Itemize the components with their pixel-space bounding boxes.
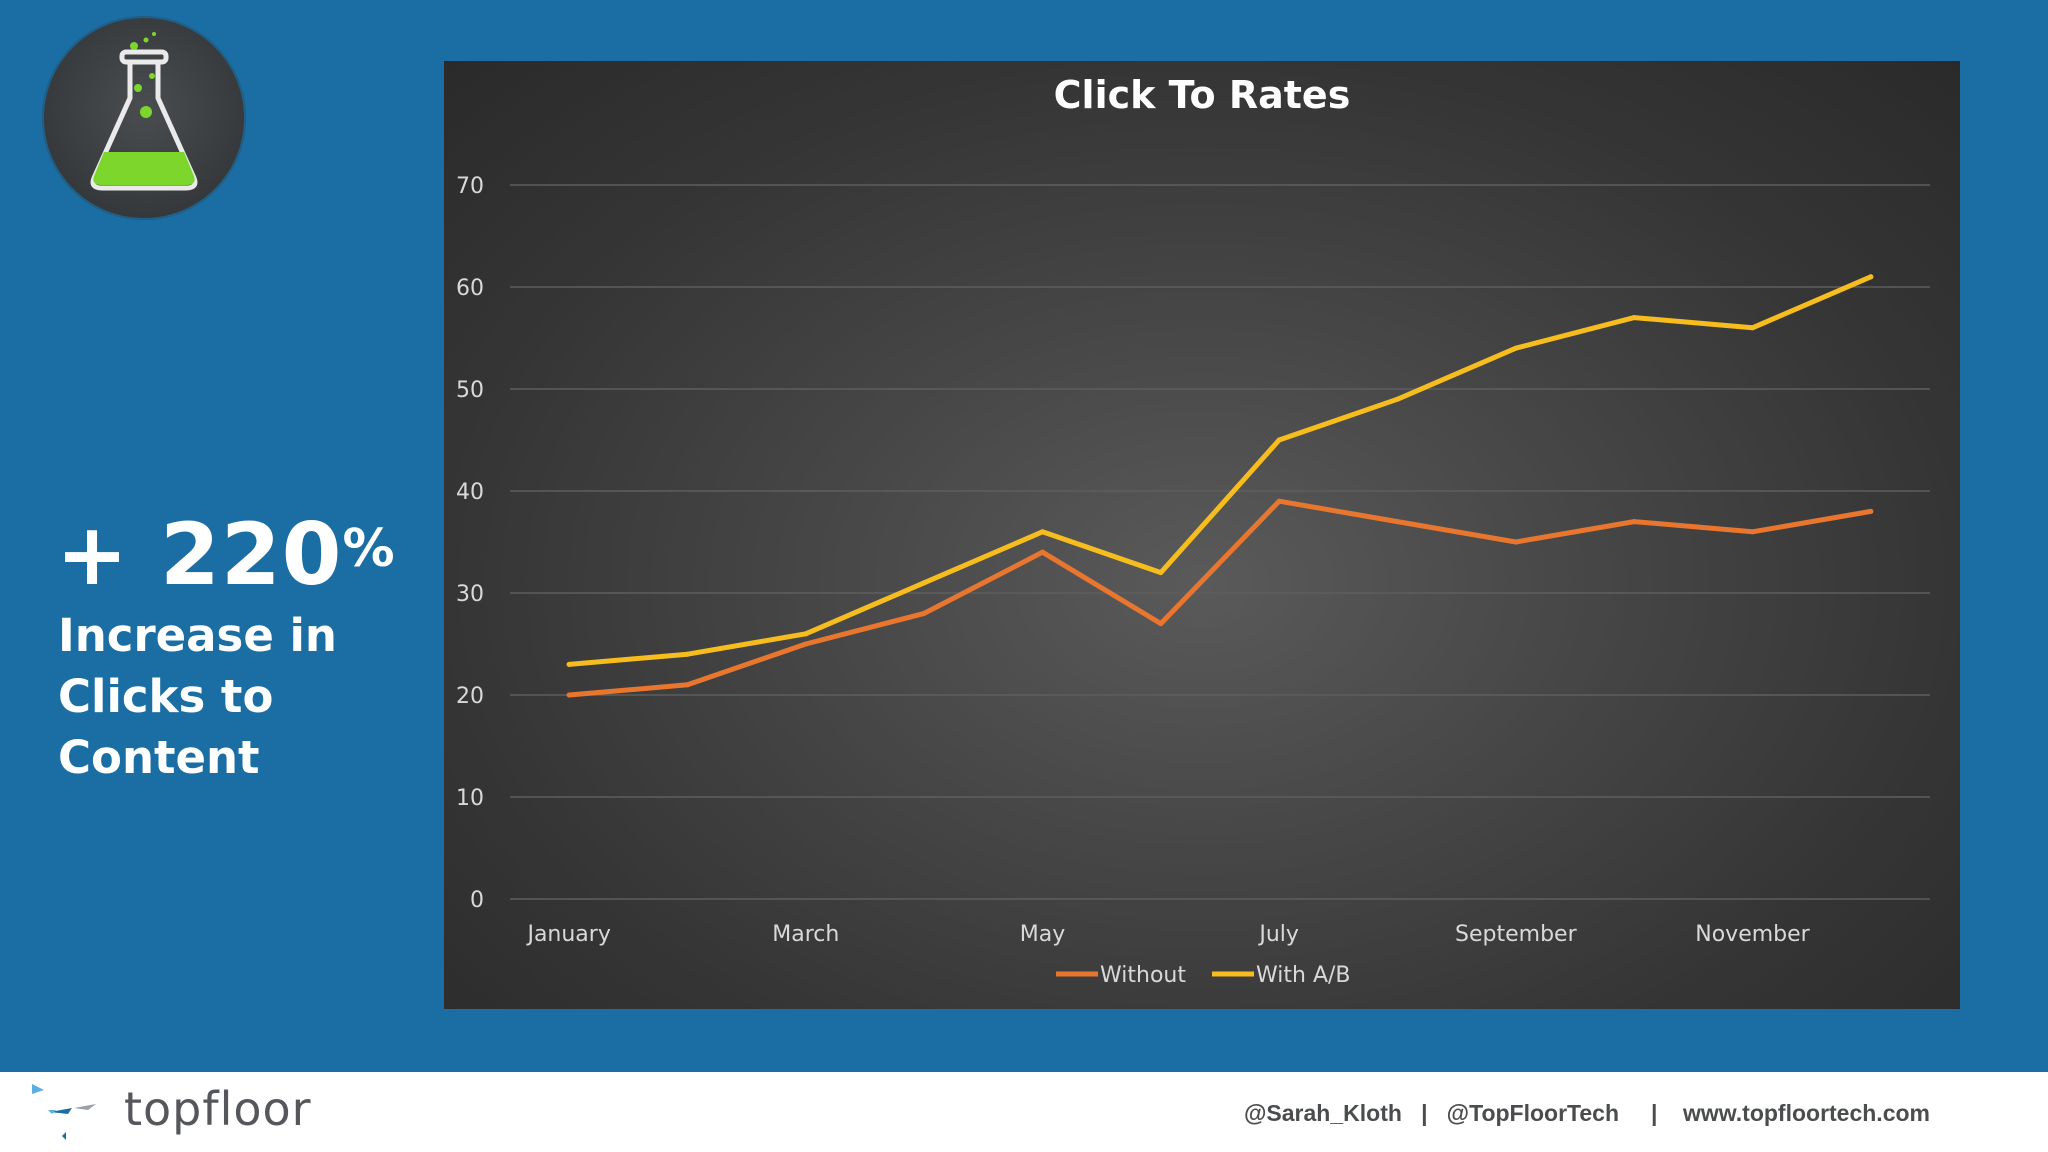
topfloor-logo-icon bbox=[32, 1084, 96, 1140]
data-point bbox=[1040, 529, 1045, 535]
y-tick-label: 50 bbox=[456, 378, 484, 403]
legend-label: Without bbox=[1100, 963, 1186, 988]
stat-caption-line-1: Increase in bbox=[58, 609, 337, 662]
stat-caption-line-2: Clicks to bbox=[58, 670, 274, 723]
x-tick-label: July bbox=[1257, 922, 1299, 947]
data-point bbox=[685, 682, 690, 688]
data-point bbox=[1513, 345, 1519, 351]
data-point bbox=[1513, 539, 1519, 545]
x-tick-label: January bbox=[525, 922, 610, 947]
slide-background: + 220% Increase in Clicks to Content Cli… bbox=[42, 16, 1960, 1009]
x-tick-label: September bbox=[1455, 922, 1578, 947]
flask-icon bbox=[90, 32, 198, 191]
data-point bbox=[1276, 437, 1282, 443]
y-tick-label: 10 bbox=[456, 786, 484, 811]
x-tick-label: May bbox=[1020, 922, 1065, 947]
footer-social-links[interactable]: @Sarah_Kloth | @TopFloorTech | www.topfl… bbox=[1244, 1100, 1930, 1126]
data-point bbox=[803, 631, 809, 637]
data-point bbox=[1631, 315, 1637, 321]
y-tick-label: 20 bbox=[456, 684, 484, 709]
stat-block: + 220% Increase in Clicks to Content bbox=[56, 505, 396, 788]
line-chart: Click To Rates 0 10 20 30 40 50 60 70 January Ma… bbox=[456, 73, 1930, 988]
data-point bbox=[803, 641, 809, 647]
data-point bbox=[921, 610, 927, 616]
data-point bbox=[685, 651, 690, 657]
chart-panel: Click To Rates 0 10 20 30 40 50 60 70 January Ma… bbox=[444, 61, 1960, 1009]
y-tick-label: 60 bbox=[456, 276, 484, 301]
data-point bbox=[1040, 549, 1045, 555]
x-tick-label: March bbox=[772, 922, 839, 947]
stat-value: + 220% bbox=[56, 505, 396, 605]
footer-brand: topfloor bbox=[124, 1082, 312, 1136]
series-line-without bbox=[566, 498, 1874, 698]
y-tick-label: 40 bbox=[456, 480, 484, 505]
data-point bbox=[1276, 498, 1282, 504]
data-point bbox=[1395, 519, 1400, 525]
data-point bbox=[566, 661, 572, 667]
x-tick-label: November bbox=[1695, 922, 1810, 947]
y-tick-label: 30 bbox=[456, 582, 484, 607]
stat-caption-line-3: Content bbox=[58, 731, 260, 784]
data-point bbox=[1158, 570, 1164, 576]
data-point bbox=[1395, 396, 1400, 402]
data-point bbox=[1750, 529, 1755, 535]
chart-title: Click To Rates bbox=[1054, 73, 1351, 117]
y-tick-label: 70 bbox=[456, 174, 484, 199]
data-point bbox=[1158, 621, 1164, 627]
data-point bbox=[1631, 519, 1637, 525]
data-point bbox=[1868, 274, 1874, 280]
data-point bbox=[566, 692, 572, 698]
legend-label: With A/B bbox=[1256, 963, 1351, 988]
series-line-with-a-b bbox=[566, 274, 1874, 667]
stat-unit: % bbox=[342, 519, 396, 579]
lab-flask-badge bbox=[42, 16, 246, 220]
data-point bbox=[1868, 508, 1874, 514]
footer-bar: topfloor @Sarah_Kloth | @TopFloorTech | … bbox=[0, 1072, 2048, 1152]
data-point bbox=[1750, 325, 1755, 331]
data-point bbox=[921, 580, 927, 586]
y-tick-label: 0 bbox=[470, 888, 484, 913]
